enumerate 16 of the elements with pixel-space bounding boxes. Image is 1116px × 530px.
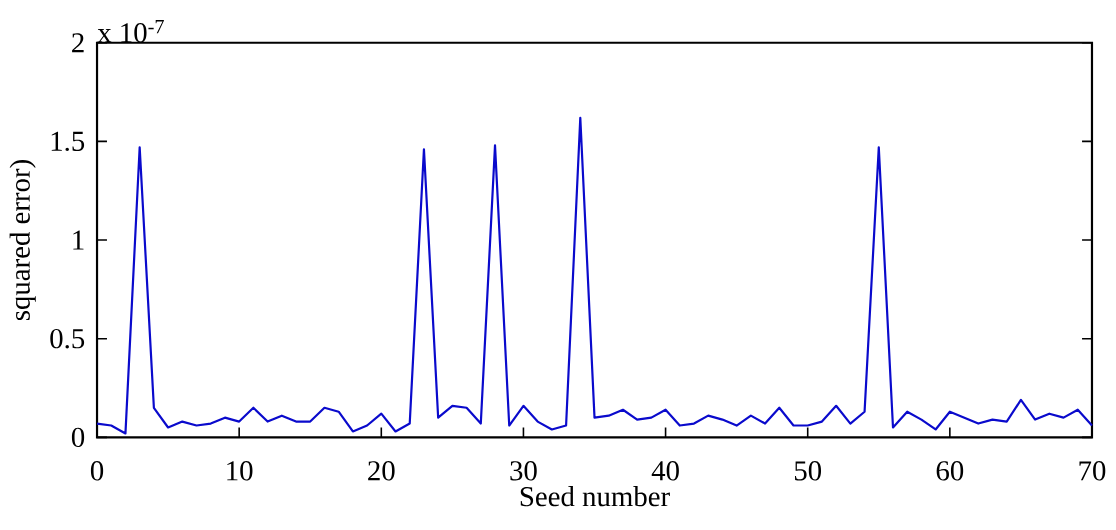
x-tick-label: 50 [794, 461, 822, 481]
y-tick-label: 1 [73, 230, 84, 250]
x-tick-label: 70 [1079, 461, 1106, 481]
y-tick-label: 0 [71, 427, 85, 448]
x-tick-label: 0 [90, 461, 104, 481]
y-tick-label: 2 [72, 33, 84, 53]
x-tick-label: 10 [227, 461, 253, 481]
x-tick-label: 40 [651, 461, 679, 481]
x-tick-label: 60 [936, 461, 964, 481]
x-tick-label: 20 [368, 461, 395, 481]
x-tick-label: 30 [510, 461, 537, 481]
y-axis-title: squared error) [9, 160, 36, 321]
y-tick-label: 0.5 [50, 329, 85, 349]
y-tick-label: 1.5 [51, 131, 85, 152]
x-axis-title: Seed number [520, 486, 670, 507]
text: x 10$^{-7}$ [97, 20, 164, 43]
